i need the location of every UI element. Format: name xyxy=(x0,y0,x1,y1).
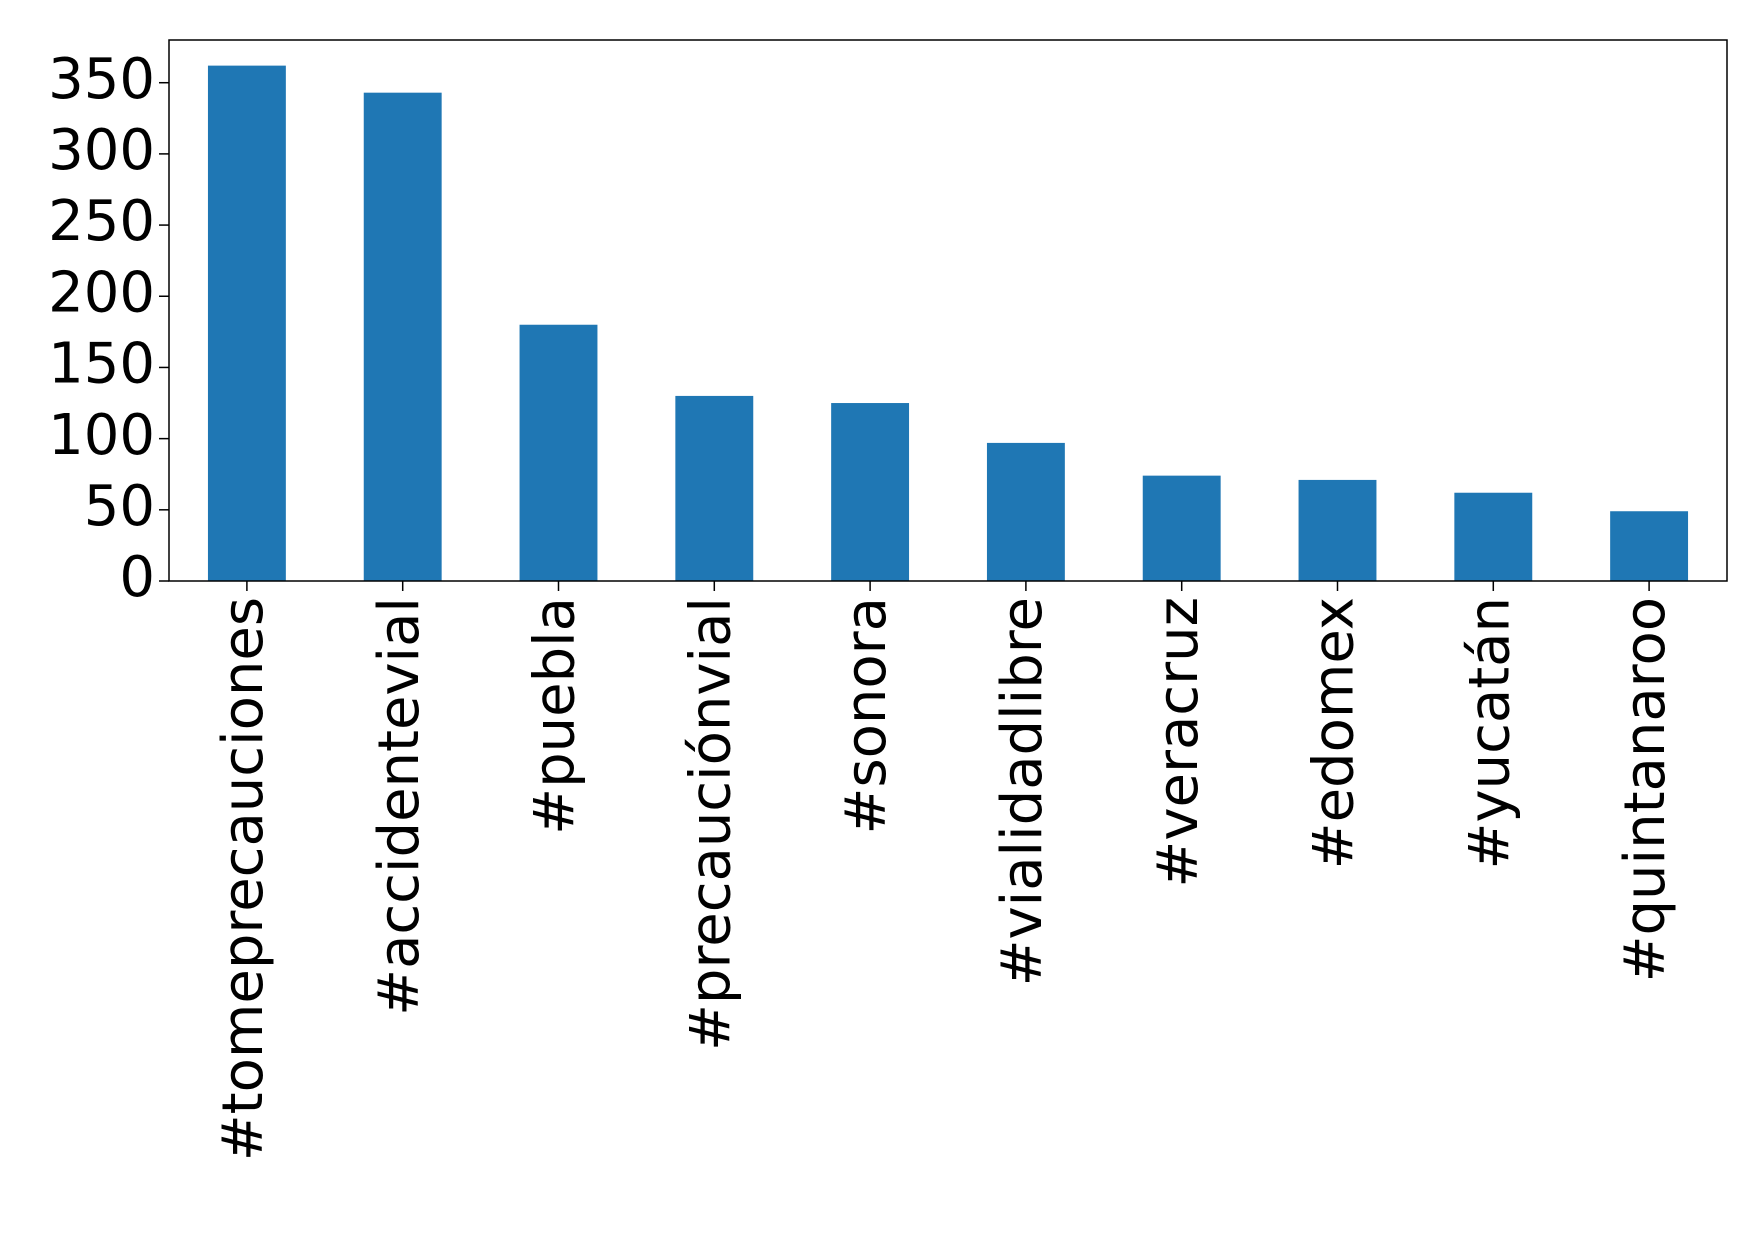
x-tick-label: #yucatán xyxy=(1457,597,1522,869)
bar xyxy=(1454,492,1533,581)
y-tick-label: 0 xyxy=(119,545,155,610)
bar xyxy=(831,403,910,581)
y-tick-label: 200 xyxy=(48,260,155,325)
x-tick-label: #veracruz xyxy=(1146,597,1211,888)
y-tick-label: 100 xyxy=(48,403,155,468)
y-tick-label: 350 xyxy=(48,47,155,112)
bar xyxy=(519,324,598,581)
y-tick-label: 300 xyxy=(48,118,155,183)
bar xyxy=(675,395,754,581)
y-tick-label: 250 xyxy=(48,189,155,254)
x-tick-label: #precauciónvial xyxy=(678,597,743,1051)
x-tick-label: #sonora xyxy=(834,597,899,834)
bar xyxy=(1610,511,1689,581)
x-tick-label: #puebla xyxy=(523,597,588,835)
y-tick-label: 50 xyxy=(84,474,155,539)
x-tick-label: #quintanaroo xyxy=(1613,597,1678,982)
plot-frame xyxy=(168,39,1728,582)
bar xyxy=(207,65,286,581)
bar xyxy=(986,442,1065,581)
y-tick-label: 150 xyxy=(48,332,155,397)
x-tick-label: #vialidadlibre xyxy=(990,597,1055,986)
x-tick-label: #edomex xyxy=(1302,597,1367,869)
bar xyxy=(1298,479,1377,581)
x-tick-label: #tomeprecauciones xyxy=(211,597,276,1161)
bar xyxy=(363,92,442,581)
x-tick-label: #accidentevial xyxy=(367,597,432,1016)
bar xyxy=(1142,475,1221,581)
